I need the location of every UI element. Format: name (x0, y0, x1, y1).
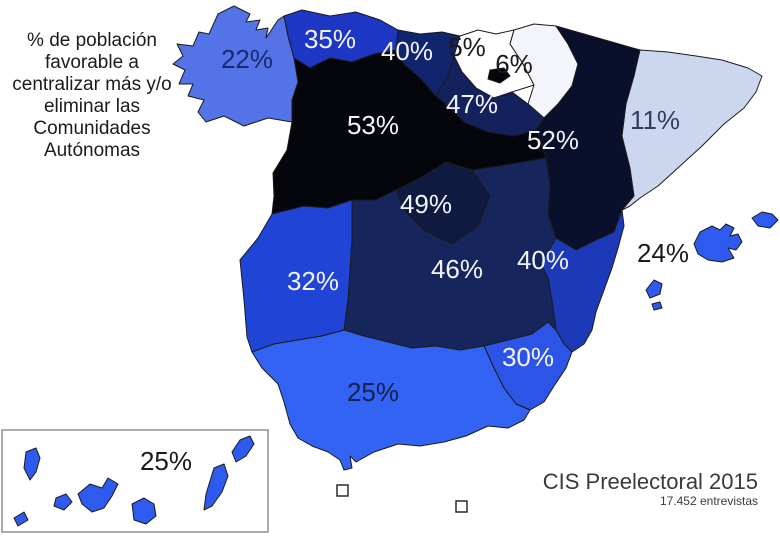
region-andalucia (251, 329, 531, 471)
label-valencia: 40% (517, 245, 569, 275)
label-baleares: 24% (637, 238, 689, 268)
ceuta-square (336, 484, 349, 497)
region-la-rioja (435, 55, 545, 137)
source-name: CIS Preelectoral 2015 (542, 469, 758, 494)
title-line: Comunidades (33, 118, 151, 139)
label-extremadura: 32% (287, 266, 339, 296)
canarias-inset-box (1, 429, 269, 533)
label-pais-vasco: 5% (448, 32, 486, 62)
label-andalucia: 25% (347, 377, 399, 407)
island-ibiza (645, 279, 663, 299)
title-line: favorable a (44, 52, 139, 73)
island-gran-canaria (131, 497, 157, 525)
map-title: % de población favorable a centralizar m… (6, 30, 178, 162)
label-madrid: 49% (400, 189, 452, 219)
label-la-rioja: 47% (446, 89, 498, 119)
label-cantabria: 40% (381, 36, 433, 66)
label-canarias: 25% (140, 446, 192, 476)
island-menorca (751, 211, 779, 229)
label-cataluna: 11% (630, 105, 680, 135)
title-line: % de población (27, 30, 157, 51)
title-line: Autónomas (43, 140, 141, 161)
label-asturias: 35% (304, 24, 356, 54)
label-navarra: 6% (495, 49, 533, 79)
title-line: eliminar las (43, 96, 141, 117)
island-mallorca (693, 223, 743, 263)
label-galicia: 22% (221, 44, 273, 74)
island-tenerife (77, 477, 119, 513)
label-murcia: 30% (502, 342, 554, 372)
source-sample: 17.452 entrevistas (659, 494, 758, 508)
region-cataluna (621, 49, 763, 211)
region-asturias (283, 9, 399, 69)
region-trevino-enclave (487, 67, 511, 84)
island-la-gomera (53, 493, 73, 511)
island-lanzarote (231, 435, 255, 463)
island-la-palma (23, 447, 41, 481)
island-fuerteventura (203, 463, 229, 511)
island-el-hierro (13, 511, 29, 527)
region-galicia (172, 5, 299, 127)
island-formentera (651, 301, 663, 311)
source-block: CIS Preelectoral 2015 17.452 entrevistas (542, 469, 758, 509)
label-castilla-y-leon: 53% (347, 110, 399, 140)
title-line: centralizar más y/o (12, 74, 172, 95)
melilla-square (455, 500, 468, 513)
label-aragon: 52% (527, 125, 579, 155)
label-castilla-la-mancha: 46% (431, 254, 483, 284)
